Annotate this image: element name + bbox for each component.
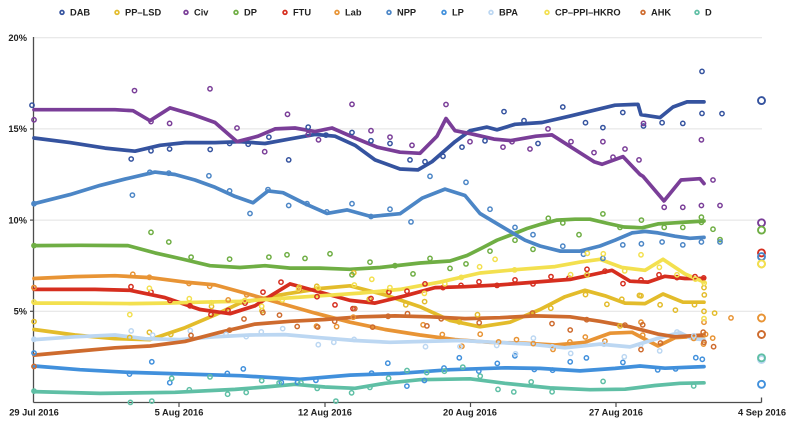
- svg-text:PP–LSD: PP–LSD: [125, 8, 161, 18]
- svg-text:AHK: AHK: [651, 8, 671, 18]
- svg-text:CP–PPI–HKRO: CP–PPI–HKRO: [555, 8, 621, 18]
- svg-text:NPP: NPP: [397, 8, 416, 18]
- svg-text:10%: 10%: [8, 215, 27, 225]
- svg-text:D: D: [705, 8, 712, 18]
- svg-text:27 Aug 2016: 27 Aug 2016: [589, 407, 643, 417]
- svg-text:Civ: Civ: [194, 8, 209, 18]
- svg-text:DP: DP: [244, 8, 257, 18]
- svg-text:29 Jul 2016: 29 Jul 2016: [9, 407, 59, 417]
- svg-text:DAB: DAB: [70, 8, 90, 18]
- svg-text:5 Aug 2016: 5 Aug 2016: [155, 407, 204, 417]
- svg-text:BPA: BPA: [499, 8, 518, 18]
- svg-text:15%: 15%: [8, 124, 27, 134]
- svg-text:20%: 20%: [8, 33, 27, 43]
- svg-text:LP: LP: [452, 8, 464, 18]
- svg-text:Lab: Lab: [345, 8, 362, 18]
- svg-text:12 Aug 2016: 12 Aug 2016: [298, 407, 352, 417]
- svg-text:4 Sep 2016: 4 Sep 2016: [738, 407, 786, 417]
- svg-text:5%: 5%: [14, 307, 28, 317]
- svg-text:20 Aug 2016: 20 Aug 2016: [443, 407, 497, 417]
- svg-text:FTU: FTU: [293, 8, 311, 18]
